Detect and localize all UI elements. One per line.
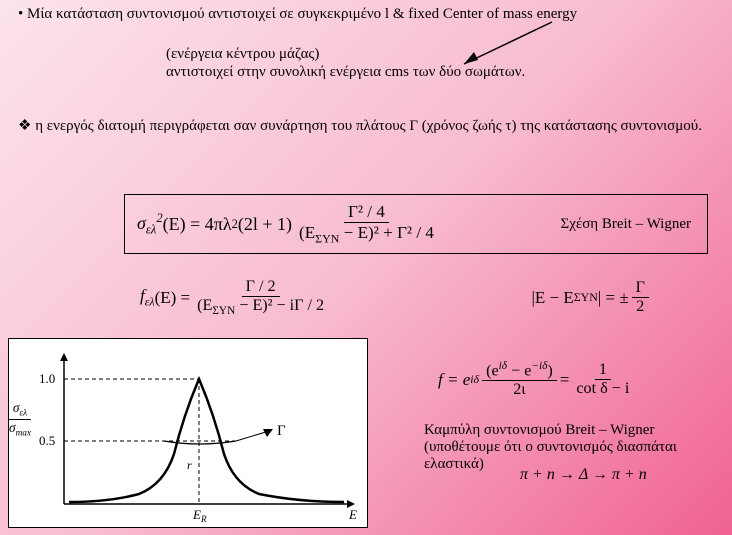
arrow-to-com [452,20,562,74]
sub-com-energy: (ενέργεια κέντρου μάζας) [166,46,319,63]
formula-sigma: σελ2 (E) = 4πλ2 (2l + 1) Γ² / 4 (EΣΥΝ − … [137,202,441,246]
gamma-label: Γ [277,423,286,439]
ratio-sigma-label: σελ σmax [2,400,38,438]
bw-curve-svg: 1.0 0.5 ER E Γ r [9,339,369,529]
x-axis-label: E [348,507,357,522]
bullet-resonance: • Μία κατάσταση συντονισμού αντιστοιχεί … [18,6,712,23]
reaction-formula: π + n → Δ → π + n [520,466,647,484]
formula-box-breit-wigner: σελ2 (E) = 4πλ2 (2l + 1) Γ² / 4 (EΣΥΝ − … [124,194,708,254]
breit-wigner-curve-graph: 1.0 0.5 ER E Γ r [8,338,368,528]
x-peak-label: ER [192,507,207,524]
formula-f-phase: f = eiδ (eiδ − e−iδ) 2ι = 1 cot δ − i [438,360,636,399]
formula-f-elastic: fελ (E) = Γ / 2 (EΣΥΝ − E)² − iΓ / 2 [140,278,331,317]
formula-width-relation: |E − EΣΥΝ| = ± Γ 2 [531,278,652,317]
ytick-05: 0.5 [39,433,55,448]
ytick-1: 1.0 [39,371,55,386]
breit-wigner-label: Σχέση Breit – Wigner [561,216,691,233]
r-label: r [187,458,192,472]
bullet-cross-section: ❖ η ενεργός διατομή περιγράφεται σαν συν… [18,116,712,135]
